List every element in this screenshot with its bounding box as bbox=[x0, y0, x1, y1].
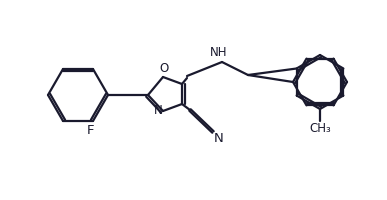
Text: O: O bbox=[159, 62, 169, 75]
Text: N: N bbox=[214, 132, 224, 144]
Text: CH₃: CH₃ bbox=[309, 122, 331, 136]
Text: F: F bbox=[87, 124, 95, 137]
Text: NH: NH bbox=[210, 46, 228, 58]
Text: N: N bbox=[154, 104, 163, 116]
